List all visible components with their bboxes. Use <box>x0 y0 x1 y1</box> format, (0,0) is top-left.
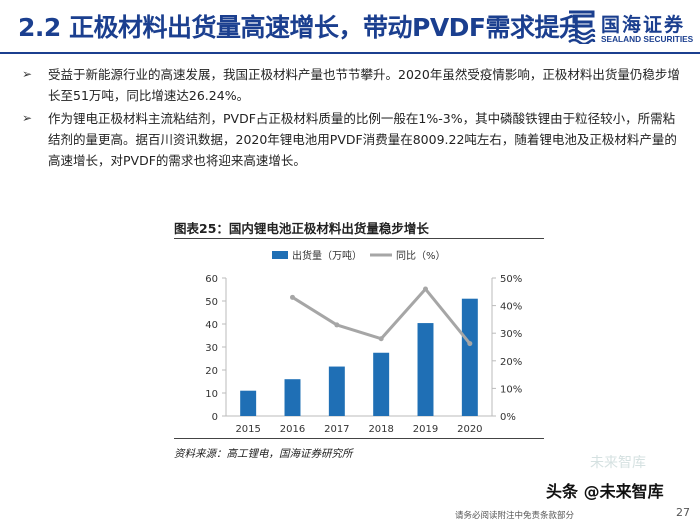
bar <box>373 352 390 416</box>
left-axis-tick-label: 10 <box>205 389 218 400</box>
x-axis-tick-label: 2017 <box>324 424 349 435</box>
logo-english-name: SEALAND SECURITIES <box>601 34 694 44</box>
left-axis-tick-label: 20 <box>205 366 218 377</box>
chart-bottom-divider <box>174 438 544 439</box>
left-axis-tick-label: 0 <box>212 412 218 423</box>
bullet-text: 作为锂电正极材料主流粘结剂，PVDF占正极材料质量的比例一般在1%-3%，其中磷… <box>48 111 677 168</box>
page-title: 2.2 正极材料出货量高速增长，带动PVDF需求提升 <box>18 13 584 42</box>
right-axis-tick-label: 0% <box>500 412 516 423</box>
arrow-bullet-icon: ➢ <box>22 67 33 81</box>
left-axis-tick-label: 50 <box>205 297 218 308</box>
sealand-logo-icon <box>568 10 596 44</box>
chart: 0 10 20 30 40 50 60 0% 10% 20% 30% 40% 50% 2015 2016 20… <box>205 249 522 435</box>
bar <box>328 366 345 416</box>
line-point <box>378 336 384 342</box>
left-axis-tick-label: 60 <box>205 274 218 285</box>
right-axis-tick-label: 50% <box>500 274 522 285</box>
chart-title: 图表25：国内锂电池正极材料出货量稳步增长 <box>174 221 429 236</box>
line-point <box>423 286 428 292</box>
legend-label-bar: 出货量（万吨） <box>292 249 362 262</box>
x-axis-tick-label: 2020 <box>457 424 482 435</box>
title-divider <box>0 52 700 54</box>
company-logo: 国海证券 SEALAND SECURITIES <box>566 10 694 46</box>
x-axis-tick-label: 2018 <box>368 424 393 435</box>
right-axis-tick-label: 30% <box>500 329 522 340</box>
arrow-bullet-icon: ➢ <box>22 111 33 125</box>
line-point <box>334 322 340 328</box>
bullet-item: ➢ 作为锂电正极材料主流粘结剂，PVDF占正极材料质量的比例一般在1%-3%，其… <box>18 108 686 171</box>
legend-label-line: 同比（%） <box>396 250 446 262</box>
logo-chinese-name: 国海证券 <box>601 14 686 36</box>
brand-watermark: 头条 @未来智库 <box>546 482 664 501</box>
bullet-item: ➢ 受益于新能源行业的高速发展，我国正极材料产量也节节攀升。2020年虽然受疫情… <box>18 64 686 106</box>
right-axis-tick-label: 20% <box>500 357 522 368</box>
bullet-text: 受益于新能源行业的高速发展，我国正极材料产量也节节攀升。2020年虽然受疫情影响… <box>48 67 680 103</box>
footer-disclaimer: 请务必阅读附注中免责条款部分 <box>455 511 575 521</box>
line-series <box>291 287 471 345</box>
source-note: 资料来源：高工锂电，国海证券研究所 <box>174 448 353 460</box>
x-axis-tick-label: 2016 <box>280 424 305 435</box>
bar <box>240 390 257 416</box>
chart-title-divider <box>174 238 544 239</box>
bullet-list: ➢ 受益于新能源行业的高速发展，我国正极材料产量也节节攀升。2020年虽然受疫情… <box>18 64 686 173</box>
bar <box>417 323 434 416</box>
legend-swatch-bar <box>272 251 288 259</box>
right-axis-tick-label: 40% <box>500 302 522 313</box>
bar <box>461 298 478 416</box>
right-axis-tick-label: 10% <box>500 384 522 395</box>
bar <box>284 379 301 416</box>
title-bar: 2.2 正极材料出货量高速增长，带动PVDF需求提升 国海证券 SEALAND … <box>0 0 700 50</box>
page-number: 27 <box>676 506 690 519</box>
left-axis-tick-label: 30 <box>205 343 218 354</box>
x-axis-tick-label: 2019 <box>413 424 438 435</box>
line-point <box>467 341 473 347</box>
line-point <box>290 294 295 300</box>
x-axis-tick-label: 2015 <box>235 424 260 435</box>
left-axis-tick-label: 40 <box>205 320 218 331</box>
watermark: 未来智库 <box>590 455 646 471</box>
